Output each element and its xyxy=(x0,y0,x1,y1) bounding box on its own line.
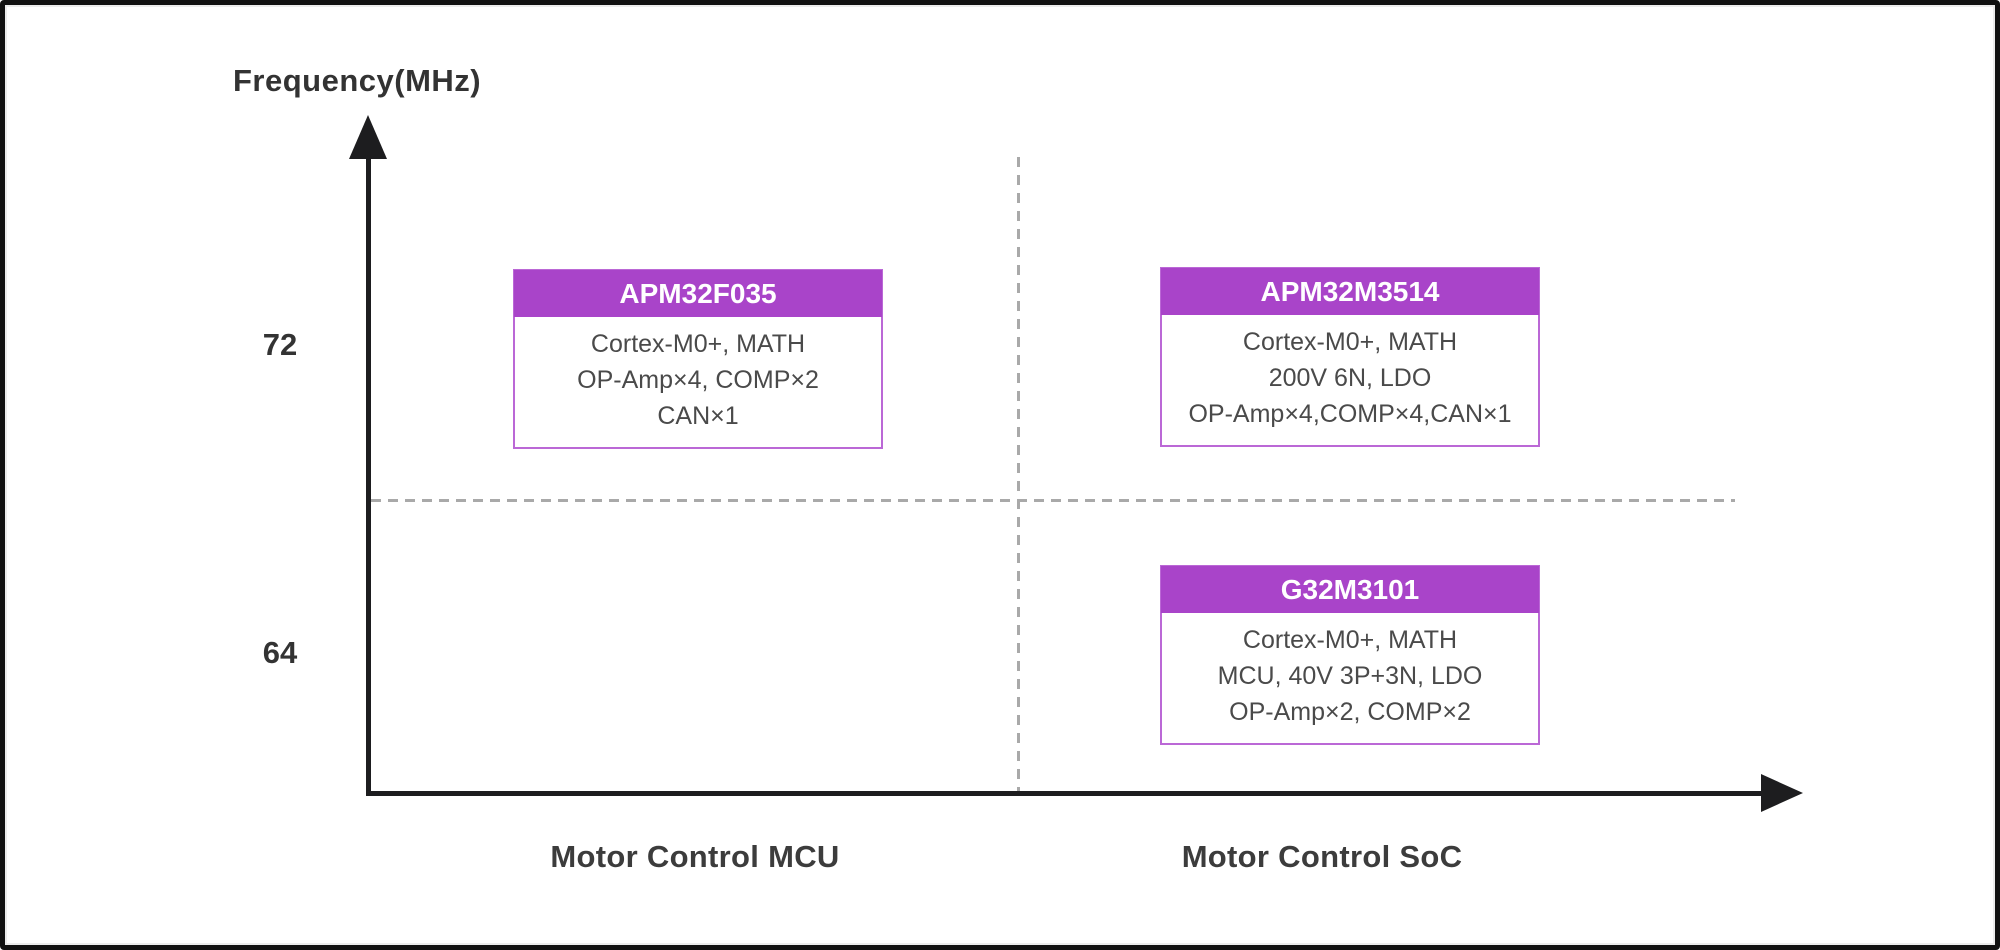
y-axis-arrow-icon xyxy=(349,115,387,159)
feature-line: 200V 6N, LDO xyxy=(1268,364,1432,392)
product-card-features: Cortex-M0+, MATH OP-Amp×4, COMP×2 CAN×1 xyxy=(515,317,881,447)
x-axis-line xyxy=(366,791,1766,796)
product-card-title: APM32F035 xyxy=(514,270,882,317)
product-card-title: APM32M3514 xyxy=(1161,268,1539,315)
feature-line: Cortex-M0+, MATH xyxy=(1242,626,1458,654)
feature-line: MCU, 40V 3P+3N, LDO xyxy=(1217,662,1483,690)
feature-line: OP-Amp×2, COMP×2 xyxy=(1229,698,1471,726)
y-axis-line xyxy=(366,153,371,795)
feature-line: OP-Amp×4,COMP×4,CAN×1 xyxy=(1188,400,1512,428)
product-card-title: G32M3101 xyxy=(1161,566,1539,613)
y-axis-title: Frequency(MHz) xyxy=(233,63,482,98)
feature-line: Cortex-M0+, MATH xyxy=(590,330,806,358)
product-card-g32m3101: G32M3101 Cortex-M0+, MATH MCU, 40V 3P+3N… xyxy=(1160,565,1540,745)
product-card-apm32f035: APM32F035 Cortex-M0+, MATH OP-Amp×4, COM… xyxy=(513,269,883,449)
feature-line: Cortex-M0+, MATH xyxy=(1242,328,1458,356)
y-tick-72: 72 xyxy=(262,327,298,362)
x-category-motor-control-soc: Motor Control SoC xyxy=(1181,839,1463,874)
feature-line: OP-Amp×4, COMP×2 xyxy=(577,366,819,394)
horizontal-dashed-divider xyxy=(371,499,1735,502)
x-axis-arrow-icon xyxy=(1761,774,1803,812)
y-tick-64: 64 xyxy=(262,635,298,670)
x-category-motor-control-mcu: Motor Control MCU xyxy=(550,839,840,874)
product-card-features: Cortex-M0+, MATH 200V 6N, LDO OP-Amp×4,C… xyxy=(1162,315,1538,445)
feature-line: CAN×1 xyxy=(657,402,739,430)
product-card-features: Cortex-M0+, MATH MCU, 40V 3P+3N, LDO OP-… xyxy=(1162,613,1538,743)
vertical-dashed-divider xyxy=(1017,157,1020,791)
product-card-apm32m3514: APM32M3514 Cortex-M0+, MATH 200V 6N, LDO… xyxy=(1160,267,1540,447)
